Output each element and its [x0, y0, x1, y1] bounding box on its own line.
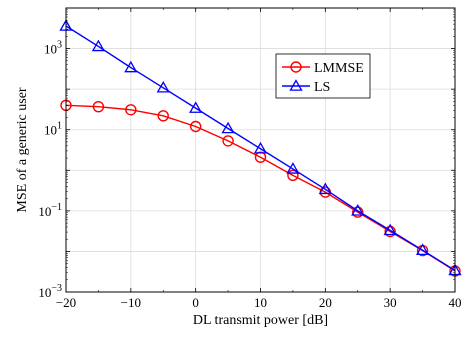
- y-axis-label: MSE of a generic user: [15, 87, 30, 213]
- data-point-lmmse: [222, 135, 234, 147]
- data-point-ls: [91, 39, 106, 52]
- data-point-lmmse: [189, 120, 202, 133]
- data-point-ls: [383, 223, 397, 236]
- data-point-ls: [351, 204, 365, 216]
- x-axis-tick-labels: −20 −10 0 10 20 30 40: [56, 295, 462, 310]
- legend-label-lmmse: LMMSE: [314, 61, 364, 76]
- data-point-lmmse: [384, 225, 396, 238]
- data-point-lmmse: [352, 206, 364, 218]
- x-tick-label: 20: [319, 295, 332, 310]
- x-tick-label: −20: [56, 295, 76, 310]
- data-point-ls: [221, 121, 235, 134]
- data-point-lmmse: [92, 100, 105, 113]
- y-tick-label: 10−1: [38, 202, 62, 219]
- x-tick-label: 0: [192, 295, 199, 310]
- data-point-ls: [124, 60, 138, 73]
- data-point-ls: [156, 80, 170, 93]
- grid-lines: [65, 7, 456, 293]
- y-tick-label: 101: [44, 121, 62, 138]
- legend: LMMSE LS: [275, 53, 371, 99]
- y-tick-label: 103: [44, 40, 62, 57]
- legend-label-ls: LS: [314, 80, 330, 95]
- legend-marker-lmmse: [290, 61, 302, 73]
- data-point-ls: [286, 162, 300, 174]
- data-point-ls: [189, 101, 203, 113]
- axis-ticks: [65, 7, 456, 293]
- series-lmmse: [60, 99, 461, 277]
- data-point-ls: [415, 243, 430, 256]
- x-axis-label: DL transmit power [dB]: [193, 313, 328, 328]
- y-axis-tick-labels: 10−3 10−1 101 103: [38, 40, 62, 300]
- data-point-lmmse: [125, 104, 137, 116]
- series-line-lmmse: [65, 104, 456, 272]
- y-tick-label: 10−3: [38, 283, 62, 300]
- data-point-lmmse: [157, 110, 169, 122]
- data-point-ls: [318, 182, 332, 195]
- legend-marker-ls: [289, 79, 303, 91]
- x-tick-label: −10: [121, 295, 141, 310]
- x-tick-label: 30: [384, 295, 397, 310]
- data-point-ls: [253, 141, 268, 154]
- data-point-lmmse: [287, 169, 299, 182]
- x-tick-label: 40: [449, 295, 462, 310]
- series-line-ls: [65, 25, 456, 272]
- x-tick-label: 10: [254, 295, 267, 310]
